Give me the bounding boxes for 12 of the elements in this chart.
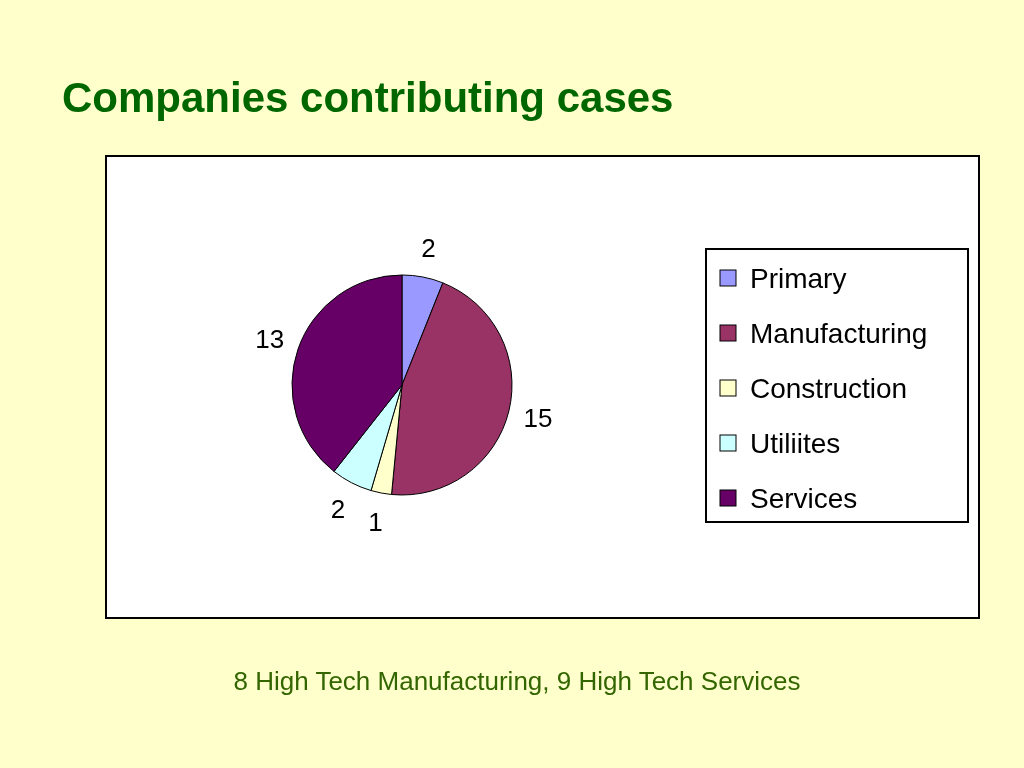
legend-label: Manufacturing	[750, 317, 928, 349]
text: 8 High Tech Manufacturing, 9 High Tech Services	[233, 666, 801, 696]
data-label: 1	[368, 507, 383, 538]
legend-label: Construction	[750, 372, 908, 404]
data-label: 13	[255, 324, 285, 355]
legend-label: Primary	[750, 262, 847, 294]
legend-label: Services	[750, 482, 858, 514]
chart-title: Companies contributing cases	[62, 74, 674, 121]
legend-label: Utiliites	[750, 427, 841, 459]
data-label: 15	[523, 403, 553, 434]
data-label: 2	[330, 494, 346, 525]
data-label: 2	[421, 232, 436, 263]
